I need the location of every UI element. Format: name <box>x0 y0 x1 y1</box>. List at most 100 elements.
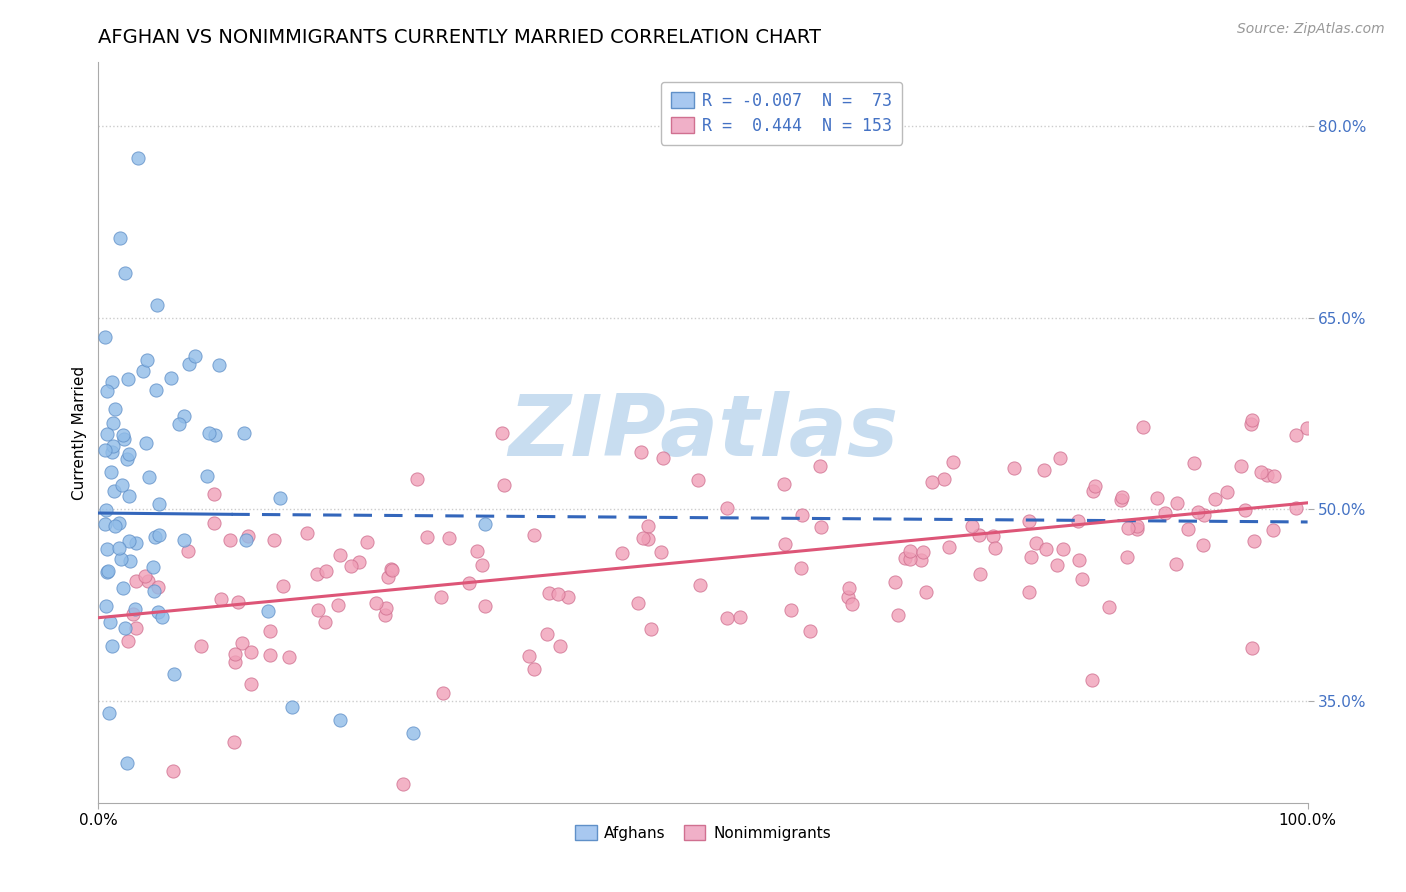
Point <box>633 531 655 545</box>
Point <box>921 475 943 489</box>
Point <box>100 465 122 479</box>
Point <box>148 497 170 511</box>
Point <box>932 472 955 486</box>
Point <box>197 425 219 440</box>
Point <box>416 530 439 544</box>
Point <box>898 544 921 558</box>
Point <box>772 476 794 491</box>
Legend: Afghans, Nonimmigrants: Afghans, Nonimmigrants <box>569 819 837 847</box>
Point <box>1240 417 1263 431</box>
Point <box>637 533 659 547</box>
Point <box>381 563 404 577</box>
Point <box>297 526 319 541</box>
Point <box>1296 421 1319 435</box>
Point <box>912 545 935 559</box>
Point <box>1204 492 1226 507</box>
Point <box>430 591 453 605</box>
Point <box>281 700 304 714</box>
Point <box>686 473 709 487</box>
Point <box>494 478 516 492</box>
Point <box>474 599 496 613</box>
Point <box>184 349 207 363</box>
Point <box>689 578 711 592</box>
Point <box>96 565 118 579</box>
Point <box>969 567 991 582</box>
Point <box>118 489 141 503</box>
Point <box>887 608 910 623</box>
Point <box>125 622 148 636</box>
Point <box>259 648 281 662</box>
Point <box>231 635 253 649</box>
Point <box>983 541 1005 555</box>
Point <box>1098 599 1121 614</box>
Point <box>115 452 138 467</box>
Point <box>474 516 496 531</box>
Point <box>491 425 513 440</box>
Text: Source: ZipAtlas.com: Source: ZipAtlas.com <box>1237 22 1385 37</box>
Y-axis label: Currently Married: Currently Married <box>72 366 87 500</box>
Point <box>328 598 350 612</box>
Point <box>240 645 263 659</box>
Point <box>107 516 129 530</box>
Point <box>1240 640 1263 655</box>
Point <box>837 590 859 604</box>
Point <box>1154 507 1177 521</box>
Point <box>799 624 821 638</box>
Point <box>1191 538 1213 552</box>
Point <box>222 735 245 749</box>
Point <box>938 540 960 554</box>
Text: ZIPatlas: ZIPatlas <box>508 391 898 475</box>
Point <box>537 585 560 599</box>
Point <box>841 597 863 611</box>
Point <box>269 491 291 505</box>
Point <box>792 508 814 523</box>
Point <box>716 500 738 515</box>
Point <box>1125 519 1147 533</box>
Point <box>329 713 352 727</box>
Point <box>314 615 336 629</box>
Point <box>108 231 131 245</box>
Point <box>915 585 938 599</box>
Point <box>1018 514 1040 528</box>
Point <box>96 565 118 579</box>
Point <box>1116 521 1139 535</box>
Point <box>1215 485 1237 500</box>
Point <box>208 359 231 373</box>
Point <box>114 621 136 635</box>
Point <box>96 427 118 442</box>
Point <box>432 686 454 700</box>
Point <box>240 677 263 691</box>
Point <box>124 602 146 616</box>
Point <box>135 436 157 450</box>
Point <box>117 372 139 386</box>
Point <box>640 622 662 636</box>
Point <box>467 544 489 558</box>
Point <box>204 427 226 442</box>
Point <box>115 756 138 771</box>
Point <box>162 764 184 778</box>
Point <box>1049 451 1071 466</box>
Point <box>226 595 249 609</box>
Point <box>145 383 167 397</box>
Point <box>1256 468 1278 483</box>
Point <box>1177 522 1199 536</box>
Point <box>112 428 135 442</box>
Point <box>883 574 905 589</box>
Point <box>652 451 675 466</box>
Point <box>523 528 546 542</box>
Point <box>104 519 127 533</box>
Point <box>163 666 186 681</box>
Point <box>96 384 118 398</box>
Point <box>1229 458 1251 473</box>
Point <box>146 605 169 619</box>
Point <box>278 650 301 665</box>
Point <box>457 575 479 590</box>
Point <box>107 541 129 555</box>
Point <box>1067 553 1090 567</box>
Point <box>1070 572 1092 586</box>
Point <box>219 533 242 547</box>
Point <box>190 639 212 653</box>
Point <box>131 364 153 378</box>
Text: AFGHAN VS NONIMMIGRANTS CURRENTLY MARRIED CORRELATION CHART: AFGHAN VS NONIMMIGRANTS CURRENTLY MARRIE… <box>98 28 821 47</box>
Point <box>1052 541 1074 556</box>
